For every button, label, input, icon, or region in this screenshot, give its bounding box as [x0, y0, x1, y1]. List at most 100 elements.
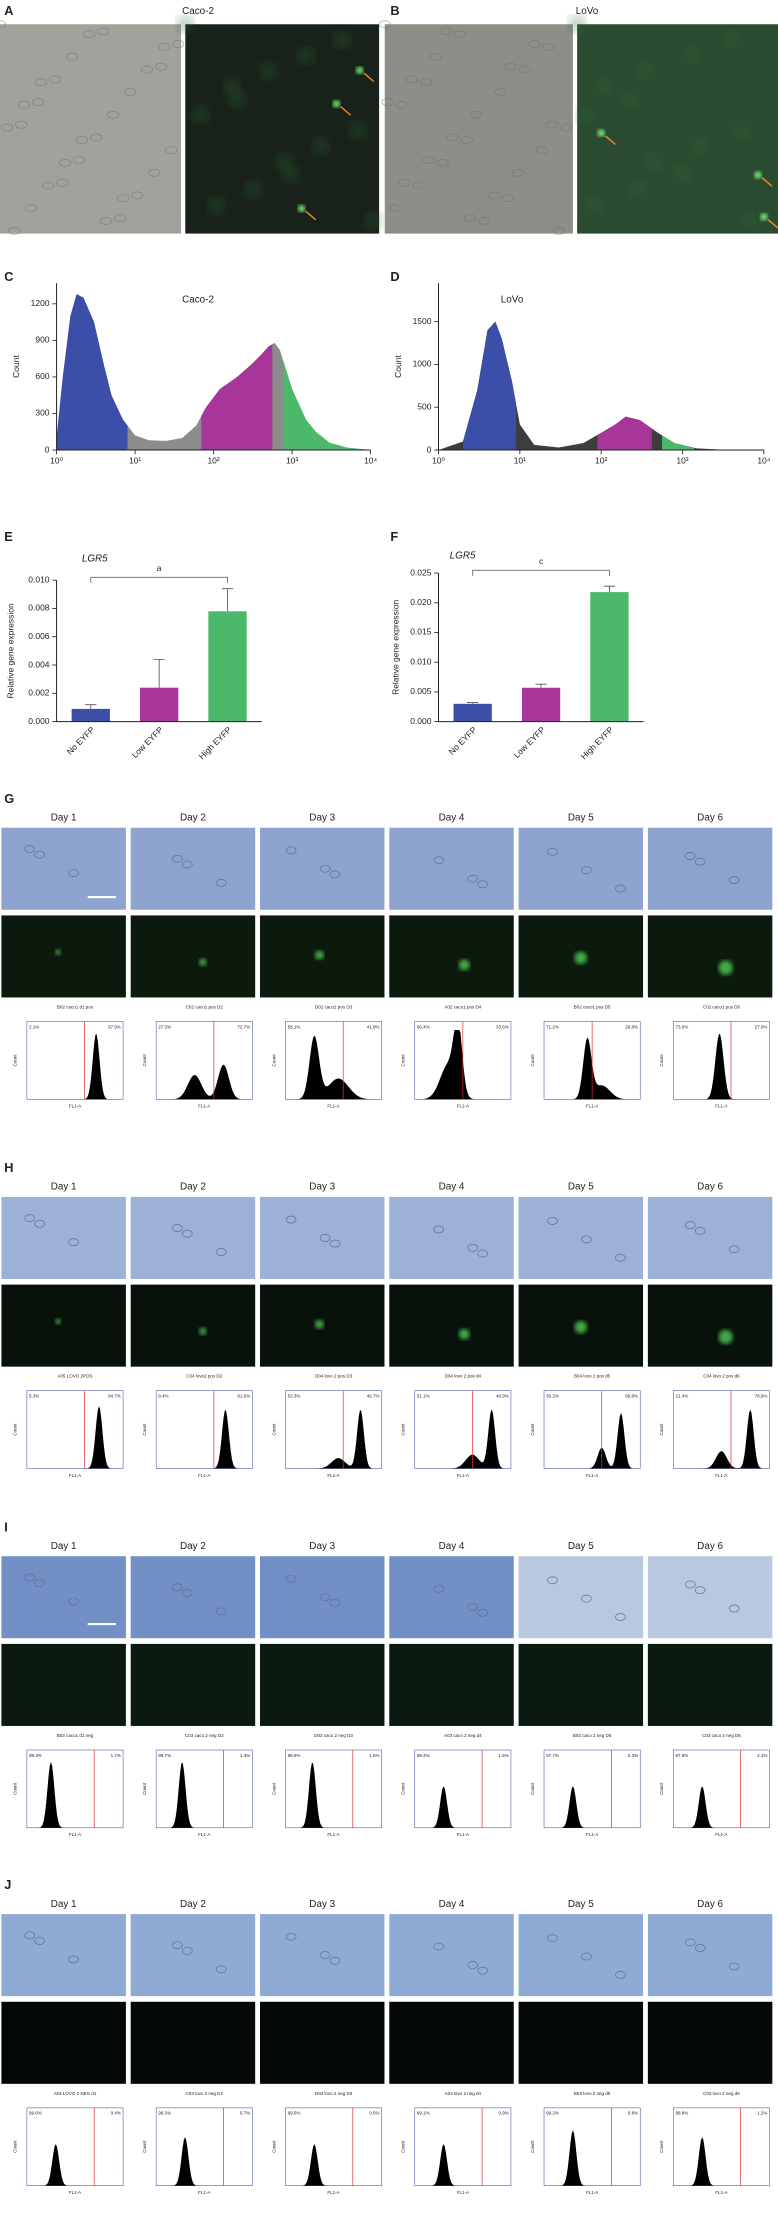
- flow-y-label: Count: [530, 2140, 535, 2153]
- cell: [728, 1604, 740, 1613]
- gated-area: [201, 344, 273, 451]
- cell: [694, 1944, 706, 1952]
- flow-x-label: FL1-A: [198, 2190, 210, 2195]
- cell: [0, 20, 7, 29]
- cell: [8, 226, 21, 235]
- y-tick-label: 1500: [413, 316, 432, 326]
- cell: [319, 1593, 331, 1602]
- cell: [49, 75, 62, 84]
- flow-histogram: [673, 1409, 770, 1469]
- flow-plot-area: [414, 1749, 512, 1829]
- flow-histogram: [414, 2144, 511, 2186]
- cell: [581, 1952, 592, 1961]
- flow-y-label: Count: [13, 1423, 18, 1436]
- glow: [281, 165, 299, 183]
- fluorescence-image: [647, 915, 773, 998]
- cell: [728, 1245, 740, 1254]
- flow-title: C03 lovo 2 neg d6: [703, 2091, 740, 2096]
- gate-right-percent: 97.9%: [108, 1024, 121, 1029]
- flow-histogram: [156, 1064, 253, 1100]
- fluorescent-cell: [458, 1328, 470, 1340]
- cell: [24, 1573, 36, 1582]
- y-tick-label: 0.004: [28, 659, 49, 669]
- glow: [629, 181, 647, 199]
- gate-right-percent: 1.3%: [240, 1753, 250, 1758]
- fluorescence-image: [1, 915, 126, 998]
- cell: [494, 88, 507, 97]
- cell: [68, 869, 79, 877]
- error-bar: [85, 704, 97, 709]
- cell: [477, 1249, 488, 1258]
- flow-plot-area: [155, 1021, 253, 1100]
- cell: [215, 1965, 227, 1974]
- flow-plot-area: [26, 1390, 124, 1469]
- fluorescence-image: [647, 1284, 773, 1367]
- gate-right-percent: 78.6%: [755, 1394, 768, 1399]
- flow-y-label: Count: [13, 1782, 18, 1795]
- cell: [684, 1221, 696, 1230]
- x-tick-label: 10¹: [129, 456, 141, 466]
- day-label: Day 3: [309, 1899, 335, 1910]
- cell: [615, 1613, 626, 1621]
- y-axis-label: Count: [11, 355, 21, 378]
- flow-plot-area: [155, 2107, 253, 2186]
- gate-left-percent: 58.1%: [288, 1024, 301, 1029]
- flow-x-label: FL1-A: [586, 1104, 598, 1109]
- gate-right-percent: 1.6%: [499, 1753, 509, 1758]
- gated-area: [462, 321, 517, 451]
- cell: [90, 133, 103, 142]
- glow: [620, 90, 638, 108]
- gate-left-percent: 97.7%: [546, 1753, 559, 1758]
- flow-plot-area: [285, 2107, 382, 2186]
- glow: [176, 15, 194, 33]
- brightfield-image: [259, 1196, 385, 1279]
- cell: [18, 100, 31, 109]
- cell: [25, 204, 38, 213]
- x-tick-label: 10²: [207, 456, 219, 466]
- error-bar: [603, 585, 616, 593]
- cell: [518, 65, 531, 74]
- gate-right-percent: 1.2%: [757, 2111, 767, 2116]
- cell: [398, 178, 411, 187]
- glow: [637, 62, 655, 80]
- cell: [412, 181, 425, 190]
- significance-label: c: [539, 556, 544, 566]
- gate-right-percent: 41.9%: [367, 1024, 380, 1029]
- brightfield-image: [389, 1196, 514, 1279]
- fluorescent-cell: [718, 1329, 733, 1345]
- micrograph: [384, 24, 573, 234]
- gate-right-percent: 94.7%: [108, 1394, 121, 1399]
- cell: [728, 1962, 740, 1971]
- cell: [172, 1941, 183, 1950]
- cell: [97, 27, 110, 36]
- flow-y-label: Count: [401, 1054, 406, 1067]
- gate-left-percent: 5.3%: [29, 1394, 39, 1399]
- flow-title: A05 LOVO 2POS: [57, 1374, 92, 1379]
- panel-label: H: [4, 1160, 13, 1175]
- flow-x-label: FL1-A: [198, 1473, 210, 1478]
- cell: [329, 1239, 341, 1248]
- cell: [547, 1576, 558, 1585]
- cell: [684, 852, 696, 860]
- y-axis-label: Relative gene expression: [6, 603, 16, 698]
- cell: [155, 62, 168, 71]
- flow-histogram: [156, 1410, 253, 1469]
- cell: [35, 78, 48, 87]
- flow-y-label: Count: [13, 2140, 18, 2153]
- y-tick-label: 0.025: [410, 567, 431, 577]
- cell: [422, 156, 435, 164]
- day-label: Day 6: [697, 1541, 723, 1552]
- flow-plot-area: [543, 1749, 641, 1829]
- cell: [581, 1235, 592, 1244]
- cell: [467, 1243, 479, 1252]
- glow: [297, 46, 315, 64]
- cell: [172, 1224, 183, 1232]
- cell: [100, 216, 113, 225]
- cell: [34, 1937, 45, 1945]
- x-tick-label: 10⁴: [757, 456, 770, 466]
- x-tick-label: No EYFP: [446, 724, 478, 756]
- cell: [528, 40, 541, 48]
- flow-plot-area: [285, 1390, 382, 1469]
- cell: [32, 98, 45, 106]
- gate-right-percent: 46.7%: [367, 1394, 380, 1399]
